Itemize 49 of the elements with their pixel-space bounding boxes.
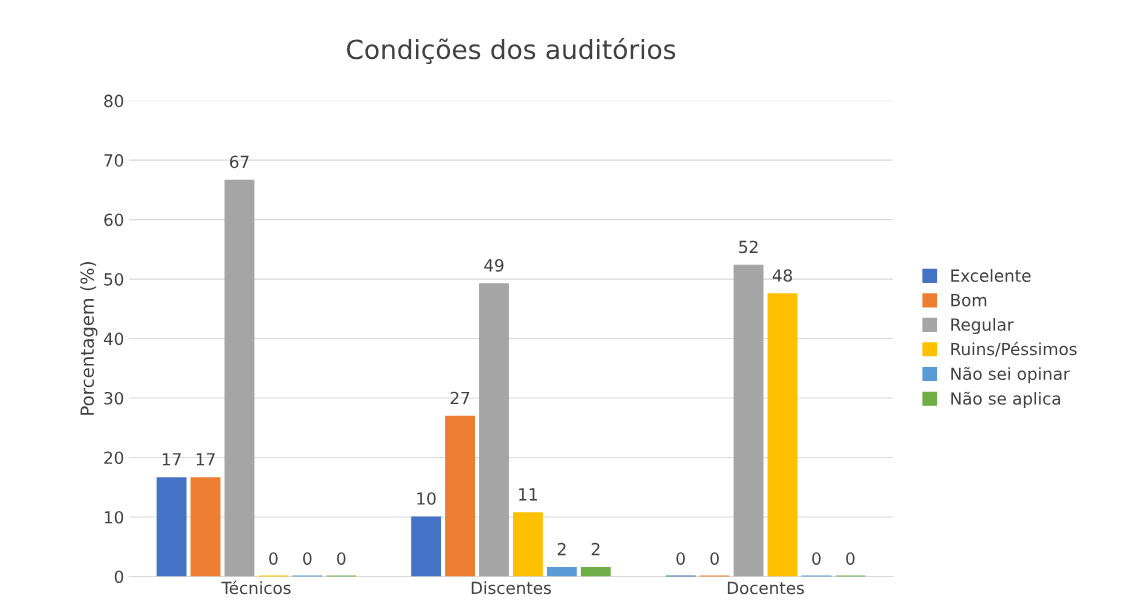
bar [445, 415, 475, 577]
chart-title: Condições dos auditórios [346, 37, 676, 65]
data-label: 67 [230, 155, 249, 169]
bar [733, 264, 764, 577]
data-label: 0 [846, 552, 855, 565]
y-tick-label: 10 [104, 510, 124, 524]
y-tick-label: 30 [104, 391, 124, 405]
y-tick-label: 80 [104, 94, 124, 108]
data-label: 17 [196, 453, 215, 466]
y-tick-label: 50 [104, 273, 124, 286]
data-label: 2 [557, 542, 566, 556]
data-label: 11 [519, 488, 537, 501]
x-tick-label: Discentes [471, 581, 551, 595]
data-label: 52 [739, 240, 758, 254]
bar [156, 477, 187, 577]
y-tick-label: 40 [103, 332, 124, 346]
legend-label: Bom [951, 294, 987, 307]
legend-label: Não se aplica [951, 391, 1061, 409]
bar [767, 293, 798, 577]
data-label: 49 [484, 259, 504, 272]
data-label: 2 [591, 542, 600, 556]
data-label: 0 [710, 552, 719, 565]
data-label: 48 [772, 269, 792, 282]
legend-label: Ruins/Péssimos [951, 341, 1077, 357]
data-label: 17 [162, 453, 181, 466]
y-tick-label: 0 [114, 570, 124, 584]
data-label: 10 [417, 492, 436, 505]
legend-label: Regular [951, 317, 1014, 335]
bar [546, 566, 577, 577]
y-tick-label: 60 [104, 213, 124, 227]
legend-label: Excelente [951, 269, 1031, 282]
data-label: 0 [337, 552, 346, 565]
bar [479, 283, 509, 577]
bar [190, 477, 221, 577]
data-label: 0 [269, 552, 278, 565]
y-tick-label: 70 [104, 154, 124, 167]
bar [224, 179, 255, 577]
data-label: 0 [303, 552, 312, 565]
data-label: 27 [450, 391, 470, 405]
bar [411, 516, 442, 577]
bar [513, 512, 543, 577]
y-tick-label: 20 [104, 451, 124, 465]
y-axis-title: Porcentagem (%) [80, 262, 98, 415]
data-label: 0 [676, 552, 685, 565]
bar [580, 566, 611, 577]
data-label: 0 [812, 552, 821, 565]
x-tick-label: Técnicos [221, 580, 291, 595]
legend-label: Não sei opinar [951, 366, 1070, 384]
x-tick-label: Docentes [727, 581, 804, 595]
